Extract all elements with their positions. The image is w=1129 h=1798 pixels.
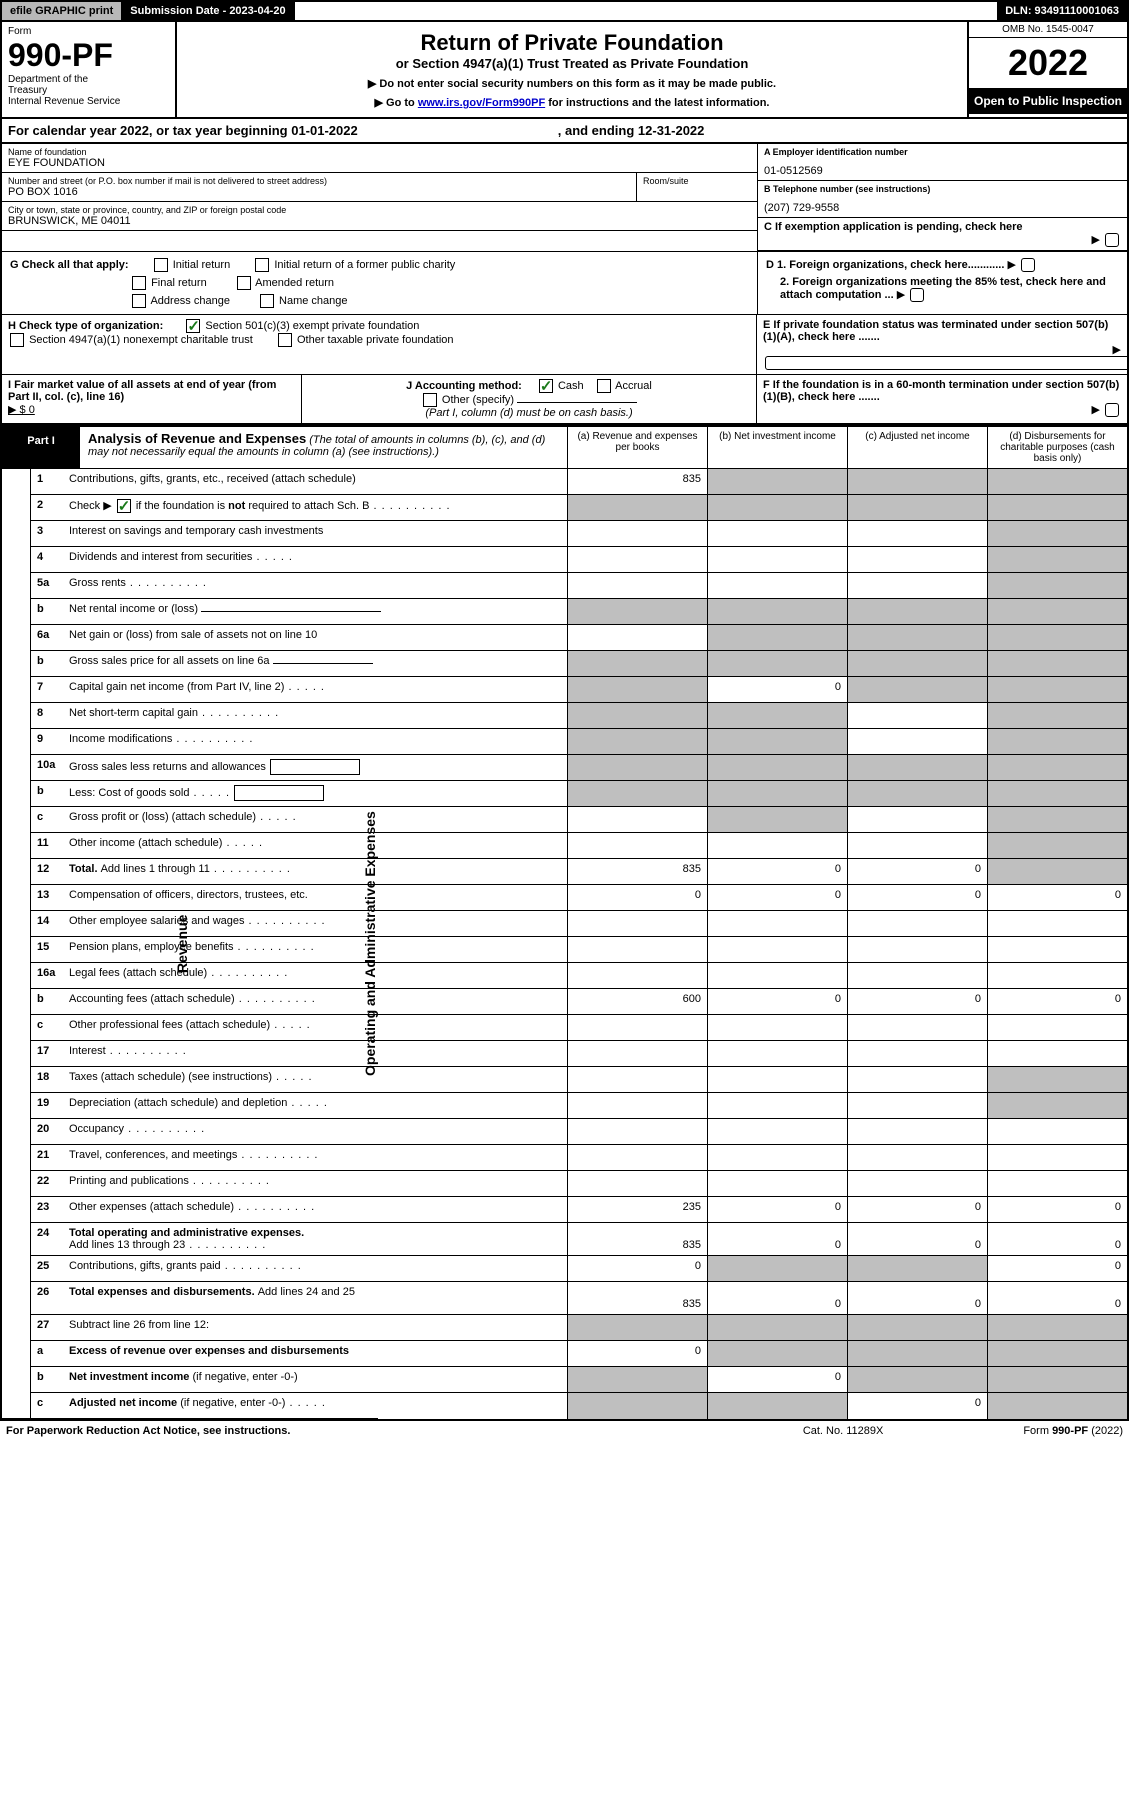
checkbox-c[interactable]: [1105, 233, 1119, 247]
chk-cash[interactable]: [539, 379, 553, 393]
chk-f[interactable]: [1105, 403, 1119, 417]
header: Form 990-PF Department of theTreasuryInt…: [0, 22, 1129, 119]
dln: DLN: 93491110001063: [997, 2, 1127, 20]
g-d-row: G Check all that apply: Initial return I…: [0, 251, 1129, 315]
part1-table: Revenue Operating and Administrative Exp…: [0, 469, 1129, 1421]
f-text: F If the foundation is in a 60-month ter…: [763, 379, 1119, 403]
submission-date: Submission Date - 2023-04-20: [122, 2, 294, 20]
chk-d2[interactable]: [910, 288, 924, 302]
footer: For Paperwork Reduction Act Notice, see …: [0, 1421, 1129, 1441]
chk-final[interactable]: [132, 276, 146, 290]
chk-4947[interactable]: [10, 333, 24, 347]
col-c: (c) Adjusted net income: [847, 427, 987, 468]
phone-cell: B Telephone number (see instructions) (2…: [758, 181, 1127, 218]
col-b: (b) Net investment income: [707, 427, 847, 468]
chk-initial[interactable]: [154, 258, 168, 272]
open-inspection: Open to Public Inspection: [969, 88, 1127, 114]
name-cell: Name of foundation EYE FOUNDATION: [2, 144, 757, 173]
side-expenses: Operating and Administrative Expenses: [362, 469, 378, 1419]
omb-number: OMB No. 1545-0047: [969, 22, 1127, 38]
part1-header: Part I Analysis of Revenue and Expenses …: [0, 425, 1129, 469]
topbar: efile GRAPHIC print Submission Date - 20…: [0, 0, 1129, 22]
chk-e[interactable]: [765, 356, 1129, 370]
chk-accrual[interactable]: [597, 379, 611, 393]
d1: D 1. Foreign organizations, check here..…: [766, 258, 1119, 272]
d2: 2. Foreign organizations meeting the 85%…: [766, 276, 1119, 302]
chk-address[interactable]: [132, 294, 146, 308]
info-grid: Name of foundation EYE FOUNDATION Number…: [0, 144, 1129, 251]
chk-initial-former[interactable]: [255, 258, 269, 272]
instruction-2: ▶ Go to www.irs.gov/Form990PF for instru…: [185, 96, 959, 109]
chk-other-acct[interactable]: [423, 393, 437, 407]
col-a: (a) Revenue and expenses per books: [567, 427, 707, 468]
c-cell: C If exemption application is pending, c…: [758, 218, 1127, 251]
header-left: Form 990-PF Department of theTreasuryInt…: [2, 22, 177, 117]
chk-d1[interactable]: [1021, 258, 1035, 272]
chk-amended[interactable]: [237, 276, 251, 290]
col-d: (d) Disbursements for charitable purpose…: [987, 427, 1127, 468]
part1-title: Analysis of Revenue and Expenses (The to…: [80, 427, 567, 468]
side-labels: Revenue Operating and Administrative Exp…: [2, 469, 30, 1419]
tax-year: 2022: [969, 38, 1127, 88]
form-number: 990-PF: [8, 37, 169, 74]
page: efile GRAPHIC print Submission Date - 20…: [0, 0, 1129, 1441]
instruction-1: ▶ Do not enter social security numbers o…: [185, 77, 959, 90]
header-center: Return of Private Foundation or Section …: [177, 22, 967, 117]
efile-label: efile GRAPHIC print: [2, 2, 122, 20]
side-revenue: Revenue: [2, 469, 362, 1419]
form-title: Return of Private Foundation: [185, 30, 959, 56]
city-cell: City or town, state or province, country…: [2, 201, 757, 231]
ij-row: I Fair market value of all assets at end…: [0, 375, 1129, 425]
part1-badge: Part I: [2, 427, 80, 468]
calendar-year-row: For calendar year 2022, or tax year begi…: [0, 119, 1129, 144]
form-label: Form: [8, 26, 169, 37]
h-row: H Check type of organization: Section 50…: [0, 315, 1129, 375]
header-right: OMB No. 1545-0047 2022 Open to Public In…: [967, 22, 1127, 117]
chk-schb[interactable]: [117, 499, 131, 513]
chk-other-tax[interactable]: [278, 333, 292, 347]
irs-link[interactable]: www.irs.gov/Form990PF: [418, 97, 545, 109]
ein-cell: A Employer identification number 01-0512…: [758, 144, 1127, 181]
chk-501c3[interactable]: [186, 319, 200, 333]
chk-name[interactable]: [260, 294, 274, 308]
e-text: E If private foundation status was termi…: [763, 319, 1108, 343]
form-subtitle: or Section 4947(a)(1) Trust Treated as P…: [185, 56, 959, 71]
dept: Department of theTreasuryInternal Revenu…: [8, 74, 169, 107]
